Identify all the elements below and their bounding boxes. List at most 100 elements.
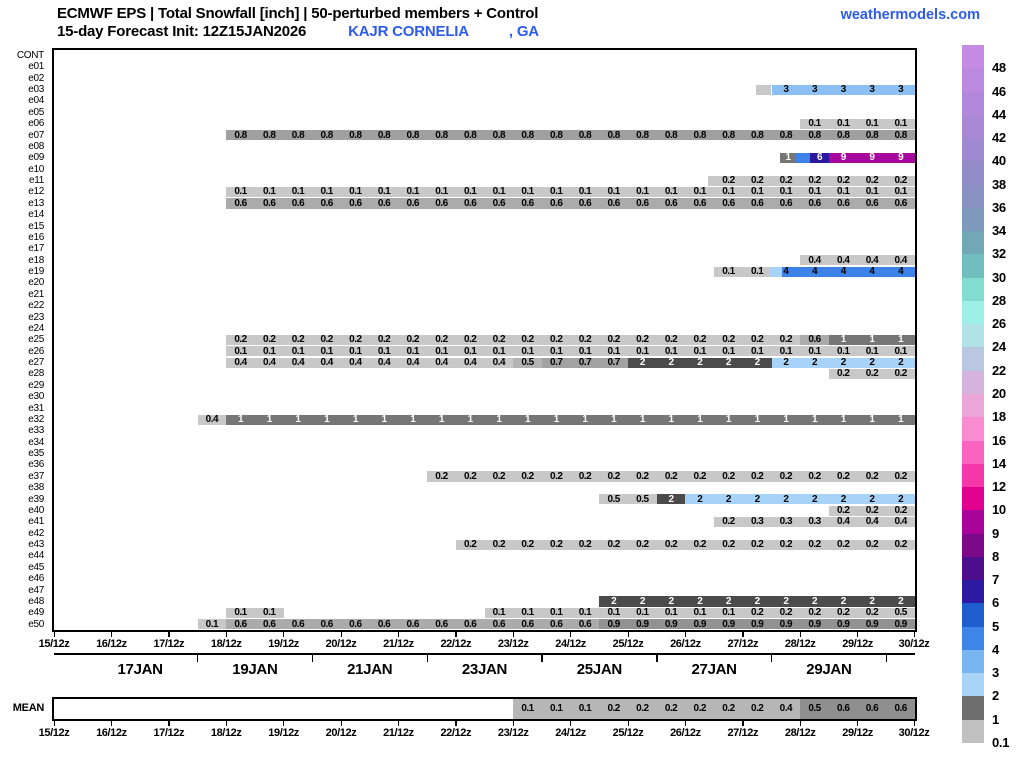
mean-bar-segment-1 (800, 699, 915, 719)
value-label-e19: 4 (812, 266, 818, 278)
value-label-e43: 0.2 (664, 539, 678, 551)
x-tick (742, 721, 744, 726)
value-label-e13: 0.6 (750, 197, 764, 209)
day-tick (541, 655, 543, 662)
value-label-e50: 0.6 (521, 618, 534, 630)
value-label-e40: 0.2 (894, 504, 907, 516)
value-label-e07: 0.8 (808, 129, 821, 141)
value-label-e39: 0.5 (636, 493, 649, 505)
value-label-e26: 0.1 (550, 345, 563, 357)
x-tick-label: 19/12z (268, 727, 299, 739)
value-label-e27: 0.7 (578, 357, 592, 369)
value-label-e48: 2 (639, 595, 646, 607)
colorbar-band (962, 626, 984, 650)
x-tick-label: 26/12z (670, 638, 701, 650)
value-label-e27: 0.4 (492, 357, 506, 369)
value-label-e27: 0.4 (349, 357, 362, 369)
value-label-e25: 1 (840, 334, 847, 346)
mean-value-label: 0.6 (837, 703, 850, 714)
value-label-e12: 0.1 (750, 186, 764, 198)
value-label-e50: 0.6 (263, 618, 276, 630)
colorbar-band (962, 370, 984, 394)
value-label-e07: 0.8 (234, 129, 247, 141)
row-label-e19: e19 (28, 266, 44, 278)
value-label-e13: 0.6 (492, 197, 506, 209)
value-label-e07: 0.8 (865, 129, 879, 141)
value-label-e49: 0.5 (894, 607, 907, 619)
bar-segment-e27-3 (628, 357, 772, 368)
mean-value-label: 0.2 (750, 703, 764, 714)
value-label-e13: 0.6 (463, 197, 477, 209)
x-tick (455, 721, 457, 726)
value-label-e07: 0.8 (750, 129, 764, 141)
colorbar-tick-label: 3 (992, 665, 999, 681)
value-label-e26: 0.1 (865, 345, 879, 357)
x-tick-label: 20/12z (325, 638, 357, 650)
value-label-e13: 0.6 (808, 197, 821, 209)
value-label-e49: 0.1 (607, 607, 620, 619)
x-tick (397, 721, 400, 726)
row-label-e09: e09 (28, 152, 44, 164)
value-label-e43: 0.2 (636, 539, 649, 551)
row-label-e04: e04 (28, 95, 44, 107)
value-label-e26: 0.1 (263, 345, 276, 357)
value-label-e12: 0.1 (291, 186, 305, 198)
value-label-e07: 0.8 (320, 129, 333, 141)
bar-segment-e25-2 (828, 334, 915, 346)
row-label-e02: e02 (28, 72, 44, 84)
value-label-e07: 0.8 (693, 129, 707, 141)
row-label-e15: e15 (28, 220, 44, 232)
row-label-e05: e05 (28, 106, 44, 118)
colorbar-band (962, 67, 984, 92)
value-label-e11: 0.2 (779, 175, 793, 187)
row-label-e30: e30 (28, 391, 44, 403)
day-label: 17JAN (117, 661, 163, 678)
value-label-e50: 0.9 (750, 618, 764, 630)
value-label-e39: 2 (783, 493, 789, 505)
value-label-e25: 0.2 (578, 334, 592, 346)
site-link[interactable]: weathermodels.com (840, 7, 980, 23)
value-label-e43: 0.2 (808, 539, 821, 551)
colorbar-tick-label: 40 (992, 153, 1006, 169)
x-tick-label: 21/12z (383, 727, 414, 739)
x-tick (627, 632, 629, 637)
value-label-e25: 0.2 (377, 334, 391, 346)
value-label-e32: 1 (352, 413, 359, 425)
x-tick-label: 24/12z (555, 638, 586, 650)
colorbar-band (962, 91, 984, 115)
value-label-e13: 0.6 (607, 197, 620, 209)
colorbar-band (962, 602, 984, 627)
bar-segment-e50-2 (599, 619, 915, 630)
value-label-e18: 0.4 (837, 254, 850, 266)
station-name: KAJR CORNELIA (348, 23, 469, 40)
value-label-e13: 0.6 (779, 197, 793, 209)
bar-segment-e27-2 (541, 357, 628, 368)
value-label-e13: 0.6 (894, 197, 907, 209)
bar-segment-e19-1 (768, 266, 782, 277)
mean-value-label: 0.2 (693, 703, 707, 714)
value-label-e25: 0.2 (693, 334, 707, 346)
value-label-e13: 0.6 (693, 197, 707, 209)
mean-value-label: 0.5 (808, 703, 821, 714)
value-label-e07: 0.8 (550, 129, 563, 141)
value-label-e26: 0.1 (779, 345, 793, 357)
bar-segment-e27-4 (771, 357, 915, 368)
value-label-e11: 0.2 (837, 175, 850, 187)
value-label-e50: 0.6 (349, 618, 362, 630)
row-label-e42: e42 (28, 527, 44, 539)
value-label-e06: 0.1 (837, 118, 850, 130)
x-tick (913, 632, 915, 637)
value-label-e12: 0.1 (664, 186, 678, 198)
value-label-e13: 0.6 (263, 197, 276, 209)
row-label-e12: e12 (28, 186, 44, 198)
value-label-e27: 2 (639, 357, 646, 369)
value-label-e25: 0.2 (263, 334, 276, 346)
colorbar-tick-label: 28 (992, 292, 1006, 308)
row-label-e45: e45 (28, 561, 44, 573)
x-tick-label: 18/12z (210, 638, 242, 650)
station-state: , GA (508, 23, 539, 40)
value-label-e26: 0.1 (521, 345, 534, 357)
value-label-e27: 0.4 (377, 357, 391, 369)
value-label-e43: 0.2 (865, 539, 879, 551)
bar-segment-e41-0 (714, 516, 915, 528)
